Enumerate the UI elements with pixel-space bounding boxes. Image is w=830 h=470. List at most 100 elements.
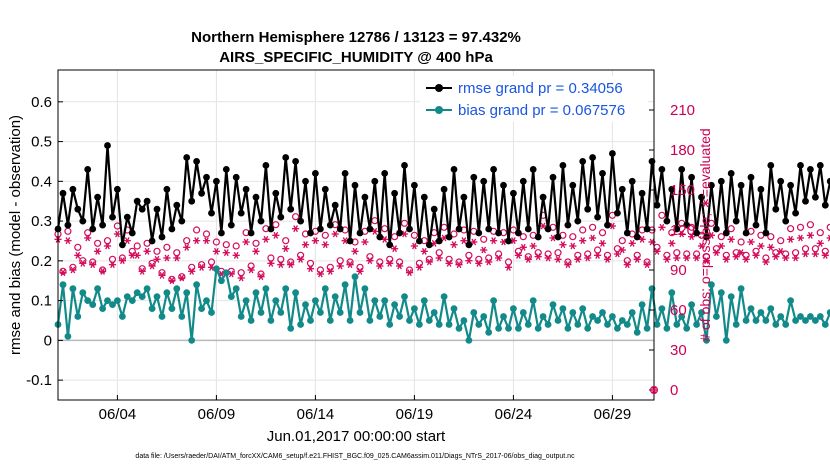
obs-possible-point <box>98 266 107 274</box>
bias-point <box>227 293 235 300</box>
rmse-point <box>321 185 329 193</box>
asterisk-stroke <box>694 254 699 262</box>
bias-point <box>396 313 403 320</box>
asterisk-stroke <box>773 253 779 261</box>
bias-point <box>693 321 700 328</box>
obs-possible-point <box>391 233 399 241</box>
asterisk-stroke <box>486 258 492 266</box>
obs-evaluated-point <box>787 235 795 243</box>
x-axis-label: Jun.01,2017 00:00:00 start <box>267 428 446 445</box>
obs-evaluated-point <box>118 257 126 265</box>
asterisk-stroke <box>817 239 823 247</box>
bias-point <box>109 301 116 308</box>
bias-point <box>579 305 587 312</box>
asterisk-stroke <box>723 255 729 263</box>
rmse-point <box>222 166 230 173</box>
asterisk-stroke <box>273 231 279 239</box>
rmse-point <box>104 142 111 149</box>
obs-possible-point <box>504 258 513 266</box>
obs-possible-point <box>554 249 562 257</box>
rmse-point <box>505 237 512 245</box>
rmse-point <box>331 201 339 209</box>
rmse-point <box>807 166 814 173</box>
rmse-point <box>688 173 695 181</box>
asterisk-stroke <box>179 274 185 282</box>
asterisk-stroke <box>362 238 368 246</box>
obs-possible-point <box>212 238 220 246</box>
asterisk-stroke <box>60 269 66 277</box>
obs-evaluated-point <box>613 250 621 258</box>
bias-point <box>584 325 592 332</box>
obs-possible-point <box>791 249 800 257</box>
bias-point <box>188 337 196 344</box>
bias-point <box>698 309 705 316</box>
obs-possible-point <box>673 249 681 257</box>
bias-point <box>797 313 804 320</box>
bias-point <box>425 317 433 324</box>
rmse-point <box>722 229 730 237</box>
bias-point <box>381 297 389 304</box>
bias-point <box>678 313 686 320</box>
obs-possible-point <box>336 257 344 265</box>
bias-point <box>599 309 606 316</box>
rmse-point <box>302 177 309 185</box>
obs-evaluated-point <box>396 262 404 270</box>
obs-evaluated-point <box>410 242 418 250</box>
asterisk-stroke <box>624 261 630 269</box>
asterisk-stroke <box>194 237 199 245</box>
bias-point <box>737 285 745 293</box>
rmse-point <box>445 233 453 241</box>
obs-evaluated-point <box>782 254 790 262</box>
obs-possible-point <box>237 269 245 277</box>
obs-evaluated-point <box>212 247 220 255</box>
asterisk-stroke <box>238 274 244 282</box>
bias-point <box>371 297 379 304</box>
obs-evaluated-point <box>148 262 156 270</box>
bias-point <box>376 313 384 320</box>
bias-point <box>470 309 478 316</box>
legend: rmse grand pr = 0.34056 bias grand pr = … <box>420 76 648 122</box>
bias-point <box>574 321 582 328</box>
bias-point <box>708 281 715 289</box>
obs-evaluated-point <box>183 243 191 251</box>
obs-evaluated-point <box>519 243 527 251</box>
rmse-point <box>584 205 592 213</box>
obs-possible-point <box>579 226 587 234</box>
rmse-point <box>742 229 750 237</box>
asterisk-stroke <box>248 266 254 274</box>
rmse-point <box>173 201 181 209</box>
asterisk-stroke <box>748 238 754 246</box>
obs-evaluated-point <box>752 251 760 259</box>
rmse-point <box>475 229 483 237</box>
y-tick-label: 0.4 <box>31 173 52 190</box>
obs-possible-point <box>74 243 82 251</box>
asterisk-stroke <box>332 230 338 238</box>
bias-point <box>782 321 790 328</box>
obs-possible-point <box>593 246 602 254</box>
obs-evaluated-point <box>742 255 750 263</box>
rmse-point <box>84 166 92 173</box>
asterisk-stroke <box>382 235 388 243</box>
y-axis-ticks: -0.1 0 0.1 0.2 0.3 0.4 0.5 0.6 <box>26 94 63 389</box>
obs-possible-point <box>202 230 211 238</box>
obs-evaluated-point <box>485 258 493 266</box>
obs-possible-point <box>796 223 805 231</box>
asterisk-stroke <box>704 257 709 265</box>
obs-possible-point <box>826 223 830 231</box>
obs-evaluated-point <box>193 237 201 245</box>
asterisk-stroke <box>590 234 595 242</box>
bias-point <box>826 309 830 316</box>
asterisk-stroke <box>124 237 130 245</box>
rmse-point <box>411 181 418 189</box>
obs-evaluated-point <box>554 255 562 263</box>
asterisk-stroke <box>649 238 655 246</box>
bias-point <box>628 309 636 316</box>
bias-point <box>777 313 785 320</box>
bias-point <box>336 309 344 316</box>
rmse-point <box>658 166 666 173</box>
asterisk-stroke <box>565 261 571 269</box>
rmse-point <box>163 185 171 193</box>
obs-possible-point <box>588 223 597 231</box>
rmse-point <box>227 221 235 229</box>
